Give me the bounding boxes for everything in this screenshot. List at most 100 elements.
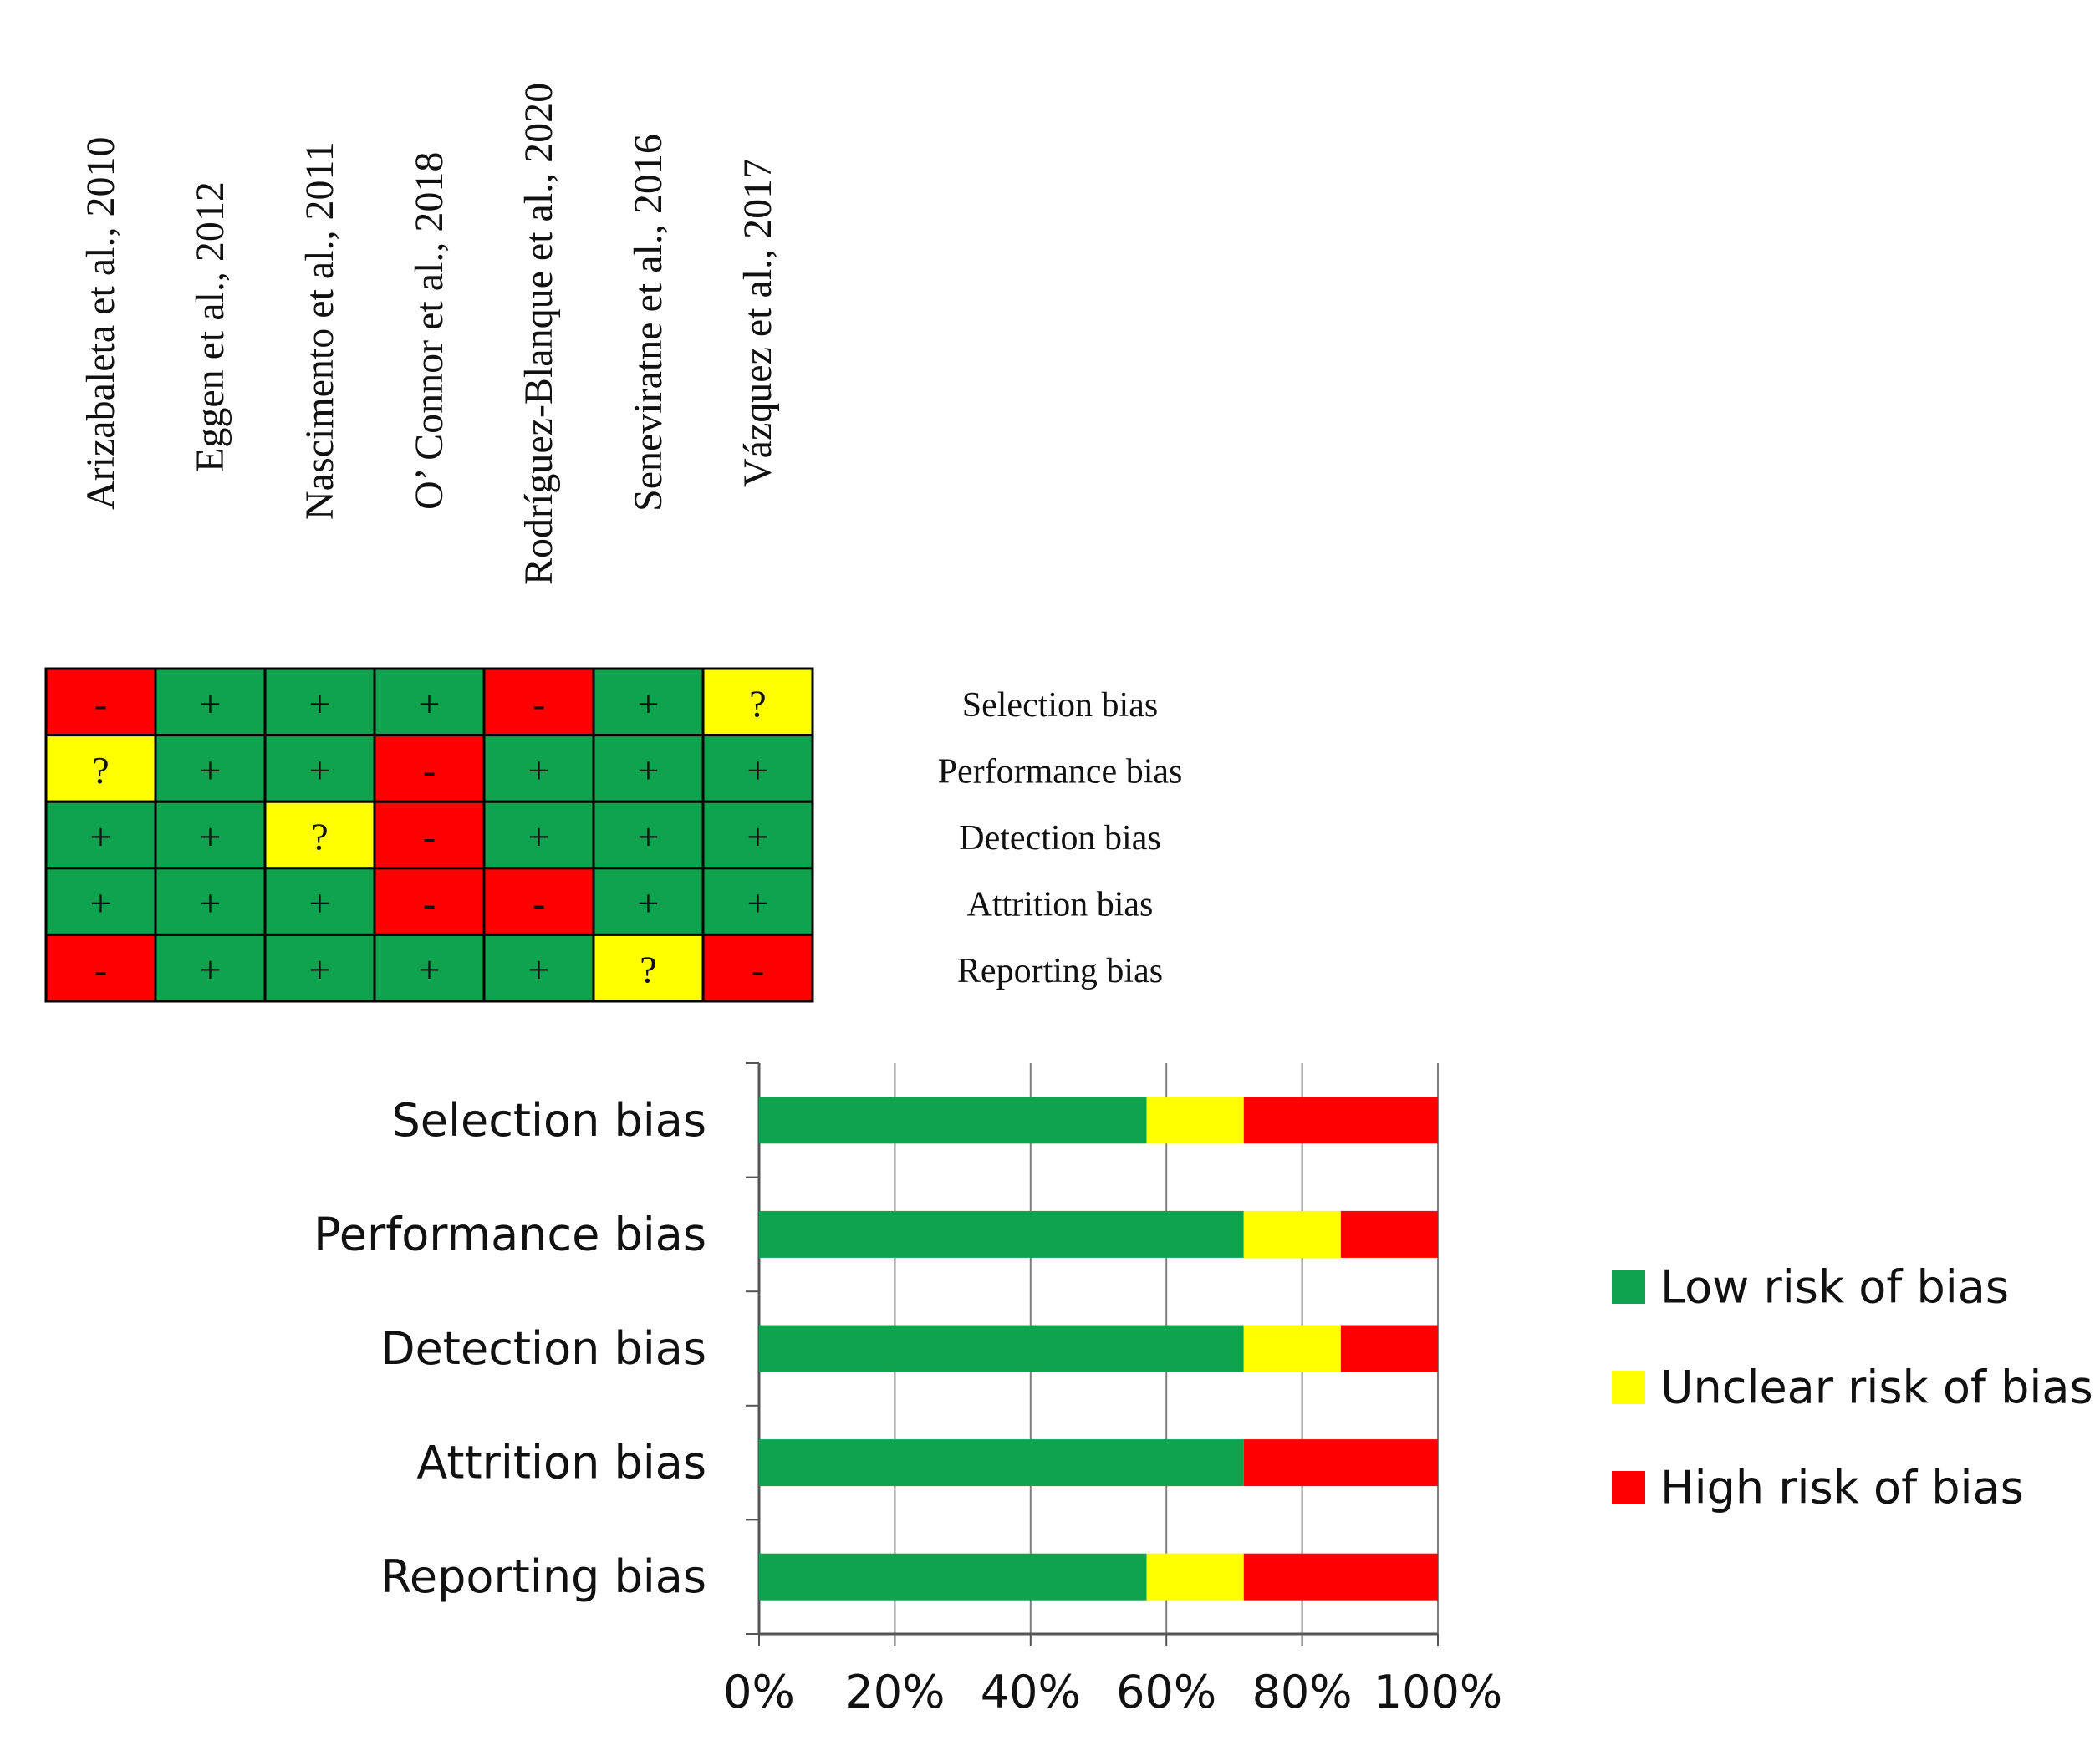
study-label-nascimento-et-al-2011: Nascimento et al., 2011	[298, 141, 342, 520]
summary-cell-symbol: +	[747, 816, 769, 858]
summary-cell-symbol: +	[419, 682, 441, 725]
summary-cell-symbol: -	[533, 882, 545, 924]
summary-cell-detection-bias-2: +	[154, 800, 267, 870]
summary-cell-reporting-bias-5: +	[482, 933, 595, 1003]
bar-reporting-bias-low	[759, 1553, 1147, 1601]
legend-item-unclear: Unclear risk of bias	[1612, 1362, 2093, 1414]
summary-row-labels: Selection bias Performance bias Detection …	[938, 686, 1183, 990]
summary-cell-symbol: ?	[749, 682, 766, 725]
summary-cell-symbol: -	[94, 682, 107, 725]
summary-cell-attrition-bias-1: +	[44, 867, 157, 936]
bar-performance-bias-high	[1340, 1210, 1438, 1258]
summary-cell-performance-bias-5: +	[482, 734, 595, 803]
summary-cell-selection-bias-7: ?	[701, 667, 814, 737]
x-tick-label-0: 0%	[723, 1666, 795, 1718]
summary-cell-detection-bias-7: +	[701, 800, 814, 870]
legend-swatch-low	[1612, 1270, 1645, 1304]
study-label-seneviratne-et-al-2016: Seneviratne et al., 2016	[626, 134, 670, 512]
bar-attrition-bias-low	[759, 1439, 1244, 1487]
legend-item-high: High risk of bias	[1612, 1462, 2024, 1514]
x-tick-label-20: 20%	[844, 1666, 945, 1718]
summary-cell-attrition-bias-6: +	[592, 867, 705, 936]
study-labels: Arizabaleta et al., 2010 Eggen et al., 20…	[79, 83, 780, 585]
summary-cell-reporting-bias-2: +	[154, 933, 267, 1003]
summary-cell-symbol: -	[423, 882, 436, 924]
legend-label-unclear: Unclear risk of bias	[1660, 1362, 2093, 1414]
summary-cell-symbol: +	[200, 882, 222, 924]
study-label-rodriguez-blanque-et-al-2020: Rodríguez-Blanque et al., 2020	[517, 83, 561, 585]
summary-cell-symbol: +	[747, 882, 769, 924]
summary-cell-symbol: +	[528, 749, 550, 792]
legend-label-low: Low risk of bias	[1660, 1261, 2009, 1314]
bar-selection-bias-low	[759, 1097, 1147, 1144]
summary-cell-symbol: +	[747, 749, 769, 792]
summary-cell-attrition-bias-3: +	[263, 867, 376, 936]
summary-row-label-attrition-bias: Attrition bias	[967, 886, 1154, 924]
summary-cell-symbol: +	[309, 682, 331, 725]
summary-cell-detection-bias-6: +	[592, 800, 705, 870]
summary-cell-symbol: +	[309, 749, 331, 792]
summary-cell-attrition-bias-7: +	[701, 867, 814, 936]
summary-cell-selection-bias-6: +	[592, 667, 705, 737]
bar-selection-bias-high	[1243, 1097, 1438, 1144]
summary-cell-reporting-bias-6: ?	[592, 933, 705, 1003]
study-label-arizabaleta-et-al-2010: Arizabaleta et al., 2010	[79, 137, 123, 510]
summary-cell-symbol: +	[200, 949, 222, 991]
summary-cell-symbol: ?	[92, 749, 109, 792]
summary-cell-symbol: -	[423, 749, 436, 792]
legend-item-low: Low risk of bias	[1612, 1261, 2009, 1314]
study-label-vazquez-et-al-2017: Vázquez et al., 2017	[736, 159, 780, 487]
summary-cell-symbol: +	[200, 816, 222, 858]
summary-cell-symbol: ?	[640, 949, 656, 991]
bar-detection-bias-unclear	[1243, 1325, 1341, 1372]
risk-of-bias-summary-grid: - + + + - +?? + + - + + + + +? - + + + + + + - - + + - + + + +? -	[44, 667, 814, 1003]
summary-cell-symbol: +	[309, 949, 331, 991]
summary-cell-selection-bias-4: +	[373, 667, 486, 737]
summary-cell-attrition-bias-4: -	[373, 867, 486, 936]
bar-detection-bias-low	[759, 1325, 1244, 1372]
summary-cell-symbol: +	[90, 882, 112, 924]
summary-cell-detection-bias-5: +	[482, 800, 595, 870]
bar-reporting-bias-unclear	[1146, 1553, 1244, 1601]
bar-performance-bias-unclear	[1243, 1210, 1341, 1258]
summary-cell-symbol: +	[638, 816, 660, 858]
summary-cell-symbol: +	[309, 882, 331, 924]
summary-cell-performance-bias-6: +	[592, 734, 705, 803]
summary-cell-symbol: -	[423, 816, 436, 858]
bar-detection-bias-high	[1340, 1325, 1438, 1372]
summary-cell-detection-bias-4: -	[373, 800, 486, 870]
summary-row-label-detection-bias: Detection bias	[959, 819, 1160, 858]
summary-cell-selection-bias-2: +	[154, 667, 267, 737]
summary-cell-reporting-bias-7: -	[701, 933, 814, 1003]
summary-cell-symbol: -	[94, 949, 107, 991]
bar-performance-bias-low	[759, 1210, 1244, 1258]
summary-row-label-performance-bias: Performance bias	[938, 752, 1183, 791]
bar-category-label-attrition-bias: Attrition bias	[416, 1437, 706, 1489]
summary-cell-performance-bias-4: -	[373, 734, 486, 803]
summary-cell-performance-bias-2: +	[154, 734, 267, 803]
summary-cell-symbol: ?	[311, 816, 328, 858]
bar-selection-bias-unclear	[1146, 1097, 1244, 1144]
summary-cell-symbol: -	[752, 949, 764, 991]
summary-cell-symbol: +	[419, 949, 441, 991]
summary-cell-symbol: +	[638, 882, 660, 924]
summary-row-label-selection-bias: Selection bias	[962, 686, 1158, 725]
bar-category-label-detection-bias: Detection bias	[380, 1322, 706, 1375]
summary-cell-detection-bias-1: +	[44, 800, 157, 870]
summary-cell-performance-bias-3: +	[263, 734, 376, 803]
summary-cell-attrition-bias-5: -	[482, 867, 595, 936]
bar-attrition-bias-high	[1243, 1439, 1438, 1487]
summary-cell-performance-bias-7: +	[701, 734, 814, 803]
bar-category-label-selection-bias: Selection bias	[391, 1094, 706, 1147]
summary-cell-performance-bias-1: ?	[44, 734, 157, 803]
summary-cell-selection-bias-1: -	[44, 667, 157, 737]
summary-cell-symbol: +	[200, 749, 222, 792]
summary-cell-reporting-bias-3: +	[263, 933, 376, 1003]
summary-cell-symbol: +	[200, 682, 222, 725]
summary-cell-detection-bias-3: ?	[263, 800, 376, 870]
x-tick-label-60: 60%	[1116, 1666, 1216, 1718]
x-tick-label-100: 100%	[1374, 1666, 1502, 1718]
x-tick-label-80: 80%	[1252, 1666, 1353, 1718]
summary-cell-selection-bias-3: +	[263, 667, 376, 737]
summary-cell-symbol: +	[528, 816, 550, 858]
